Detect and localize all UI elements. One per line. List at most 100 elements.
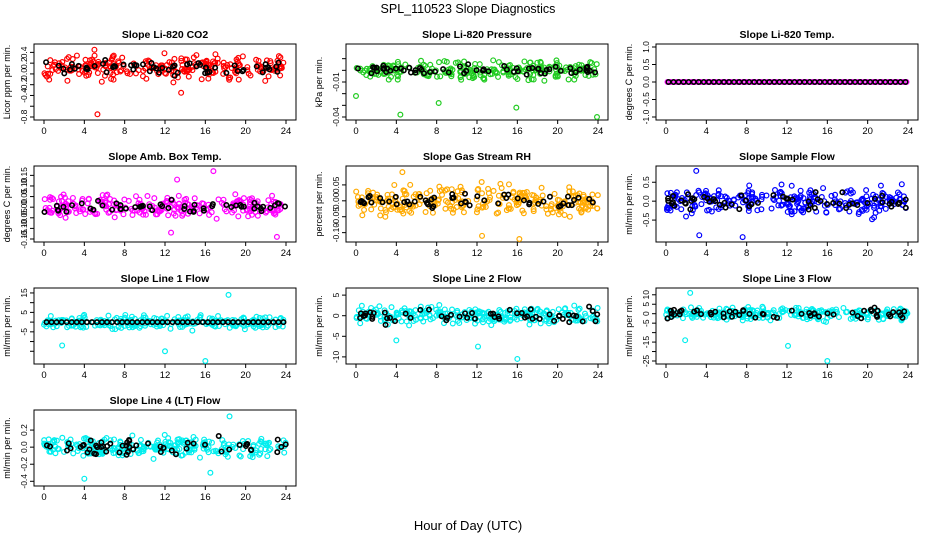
y-tick-label: -0.01 bbox=[331, 72, 341, 92]
hourly-point bbox=[444, 314, 451, 321]
data-point bbox=[475, 185, 482, 192]
hourly-point bbox=[720, 310, 727, 317]
y-tick-label: 0.10 bbox=[19, 177, 29, 194]
data-point bbox=[264, 440, 271, 447]
data-point bbox=[729, 304, 736, 311]
data-point bbox=[420, 318, 427, 325]
hourly-point bbox=[576, 66, 583, 73]
outlier-point bbox=[81, 475, 88, 482]
hourly-point bbox=[731, 79, 738, 86]
data-point bbox=[185, 73, 192, 80]
data-point bbox=[495, 73, 502, 80]
x-tick-label: 20 bbox=[240, 248, 251, 259]
x-tick-label: 8 bbox=[122, 126, 127, 137]
points-layer bbox=[41, 168, 289, 240]
data-point bbox=[507, 62, 514, 69]
panel-slope-li-820-temp: Slope Li-820 Temp. degrees C per min. 0 4 8 1… bbox=[624, 29, 919, 137]
data-point bbox=[521, 58, 528, 65]
hourly-point bbox=[103, 69, 110, 76]
data-point bbox=[144, 193, 151, 200]
hourly-point bbox=[368, 70, 375, 77]
hourly-point bbox=[721, 199, 728, 206]
data-point bbox=[452, 59, 459, 66]
hourly-point bbox=[404, 198, 411, 205]
hourly-point bbox=[100, 60, 107, 67]
data-point bbox=[498, 185, 505, 192]
data-point bbox=[778, 181, 785, 188]
hourly-point bbox=[728, 201, 735, 208]
data-point bbox=[690, 310, 697, 317]
hourly-point bbox=[551, 317, 558, 324]
data-point bbox=[361, 206, 368, 213]
data-point bbox=[758, 206, 765, 213]
hourly-point bbox=[571, 196, 578, 203]
hourly-point bbox=[897, 79, 904, 86]
data-point bbox=[140, 67, 147, 74]
hourly-point bbox=[474, 193, 481, 200]
data-point bbox=[163, 199, 170, 206]
hourly-point bbox=[412, 67, 419, 74]
data-point bbox=[673, 78, 680, 85]
hourly-point bbox=[117, 206, 124, 213]
data-point bbox=[768, 205, 775, 212]
data-point bbox=[69, 321, 76, 328]
hourly-point bbox=[87, 205, 94, 212]
hourly-point bbox=[78, 200, 85, 207]
hourly-point bbox=[186, 60, 193, 67]
hourly-point bbox=[384, 315, 391, 322]
hourly-point bbox=[71, 65, 78, 72]
data-point bbox=[457, 74, 464, 81]
panel-slope-li-820-co2: Slope Li-820 CO2 Licor ppm per min. 0 4 8 12 1… bbox=[2, 29, 297, 137]
x-tick-label: 20 bbox=[552, 370, 563, 381]
x-tick-label: 8 bbox=[744, 248, 749, 259]
data-point bbox=[178, 452, 185, 459]
data-point bbox=[779, 305, 786, 312]
x-tick-label: 12 bbox=[472, 370, 483, 381]
data-point bbox=[358, 302, 365, 309]
data-point bbox=[436, 188, 443, 195]
data-point bbox=[864, 314, 871, 321]
data-point bbox=[472, 306, 479, 313]
data-point bbox=[688, 78, 695, 85]
hourly-point bbox=[707, 309, 714, 316]
data-point bbox=[232, 191, 239, 198]
hourly-point bbox=[61, 70, 68, 77]
data-point bbox=[125, 197, 132, 204]
data-point bbox=[456, 319, 463, 326]
hourly-point bbox=[575, 194, 582, 201]
x-tick-label: 8 bbox=[122, 370, 127, 381]
hourly-point bbox=[445, 69, 452, 76]
data-point bbox=[401, 190, 408, 197]
x-tick-label: 24 bbox=[593, 126, 604, 137]
data-point bbox=[454, 188, 461, 195]
data-point bbox=[537, 308, 544, 315]
data-point bbox=[569, 188, 576, 195]
data-point bbox=[473, 209, 480, 216]
hourly-point bbox=[123, 451, 130, 458]
hourly-point bbox=[807, 201, 814, 208]
data-point bbox=[244, 64, 251, 71]
data-point bbox=[431, 196, 438, 203]
data-point bbox=[213, 215, 220, 222]
hourly-point bbox=[557, 67, 564, 74]
hourly-point bbox=[682, 199, 689, 206]
x-tick-label: 4 bbox=[82, 492, 87, 503]
data-point bbox=[275, 443, 282, 450]
hourly-point bbox=[407, 314, 414, 321]
data-point bbox=[47, 313, 54, 320]
data-point bbox=[185, 67, 192, 74]
data-point bbox=[103, 192, 110, 199]
hourly-point bbox=[68, 61, 75, 68]
hourly-point bbox=[430, 203, 437, 210]
outlier-point bbox=[682, 337, 689, 344]
y-tick-label: -0.2 bbox=[19, 77, 29, 92]
outlier-point bbox=[513, 104, 520, 111]
hourly-point bbox=[812, 189, 819, 196]
data-point bbox=[205, 449, 212, 456]
panel-ylabel: percent per min. bbox=[314, 171, 324, 236]
panel-slope-line-1-flow: Slope Line 1 Flow ml/min per min. 0 4 8 12 16 2… bbox=[2, 273, 297, 381]
panel-title: Slope Line 1 Flow bbox=[121, 273, 211, 285]
data-point bbox=[41, 196, 48, 203]
hourly-point bbox=[260, 203, 267, 210]
hourly-point bbox=[402, 310, 409, 317]
